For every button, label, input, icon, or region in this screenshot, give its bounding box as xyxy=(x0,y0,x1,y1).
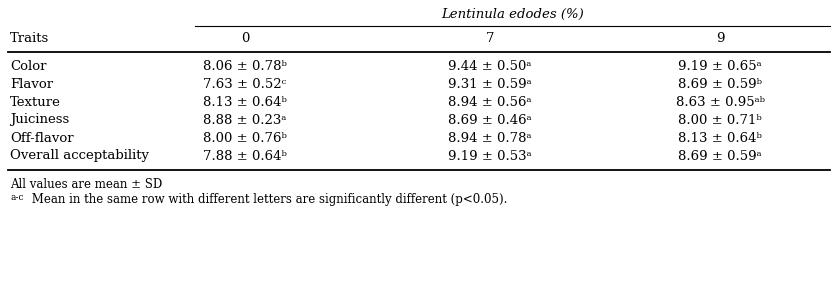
Text: Flavor: Flavor xyxy=(10,78,53,90)
Text: Off-flavor: Off-flavor xyxy=(10,132,74,144)
Text: 8.00 ± 0.71ᵇ: 8.00 ± 0.71ᵇ xyxy=(678,114,762,126)
Text: 7: 7 xyxy=(486,33,494,46)
Text: Lentinula edodes (%): Lentinula edodes (%) xyxy=(441,8,584,21)
Text: 9: 9 xyxy=(716,33,724,46)
Text: Traits: Traits xyxy=(10,33,49,46)
Text: All values are mean ± SD: All values are mean ± SD xyxy=(10,178,163,191)
Text: Juiciness: Juiciness xyxy=(10,114,70,126)
Text: Texture: Texture xyxy=(10,96,61,108)
Text: a-c: a-c xyxy=(10,192,23,201)
Text: 8.94 ± 0.56ᵃ: 8.94 ± 0.56ᵃ xyxy=(448,96,532,108)
Text: 8.13 ± 0.64ᵇ: 8.13 ± 0.64ᵇ xyxy=(678,132,762,144)
Text: 7.88 ± 0.64ᵇ: 7.88 ± 0.64ᵇ xyxy=(203,149,287,162)
Text: 8.94 ± 0.78ᵃ: 8.94 ± 0.78ᵃ xyxy=(448,132,532,144)
Text: 8.69 ± 0.46ᵃ: 8.69 ± 0.46ᵃ xyxy=(448,114,532,126)
Text: 8.88 ± 0.23ᵃ: 8.88 ± 0.23ᵃ xyxy=(204,114,287,126)
Text: 8.63 ± 0.95ᵃᵇ: 8.63 ± 0.95ᵃᵇ xyxy=(675,96,764,108)
Text: 9.19 ± 0.65ᵃ: 9.19 ± 0.65ᵃ xyxy=(678,60,762,72)
Text: 9.44 ± 0.50ᵃ: 9.44 ± 0.50ᵃ xyxy=(448,60,531,72)
Text: 7.63 ± 0.52ᶜ: 7.63 ± 0.52ᶜ xyxy=(204,78,287,90)
Text: Color: Color xyxy=(10,60,46,72)
Text: 8.69 ± 0.59ᵇ: 8.69 ± 0.59ᵇ xyxy=(678,78,762,90)
Text: 8.00 ± 0.76ᵇ: 8.00 ± 0.76ᵇ xyxy=(203,132,287,144)
Text: Overall acceptability: Overall acceptability xyxy=(10,149,149,162)
Text: 8.06 ± 0.78ᵇ: 8.06 ± 0.78ᵇ xyxy=(203,60,287,72)
Text: 9.19 ± 0.53ᵃ: 9.19 ± 0.53ᵃ xyxy=(448,149,532,162)
Text: Mean in the same row with different letters are significantly different (p<0.05): Mean in the same row with different lett… xyxy=(28,194,507,207)
Text: 8.13 ± 0.64ᵇ: 8.13 ± 0.64ᵇ xyxy=(203,96,287,108)
Text: 0: 0 xyxy=(241,33,249,46)
Text: 9.31 ± 0.59ᵃ: 9.31 ± 0.59ᵃ xyxy=(448,78,532,90)
Text: 8.69 ± 0.59ᵃ: 8.69 ± 0.59ᵃ xyxy=(678,149,762,162)
